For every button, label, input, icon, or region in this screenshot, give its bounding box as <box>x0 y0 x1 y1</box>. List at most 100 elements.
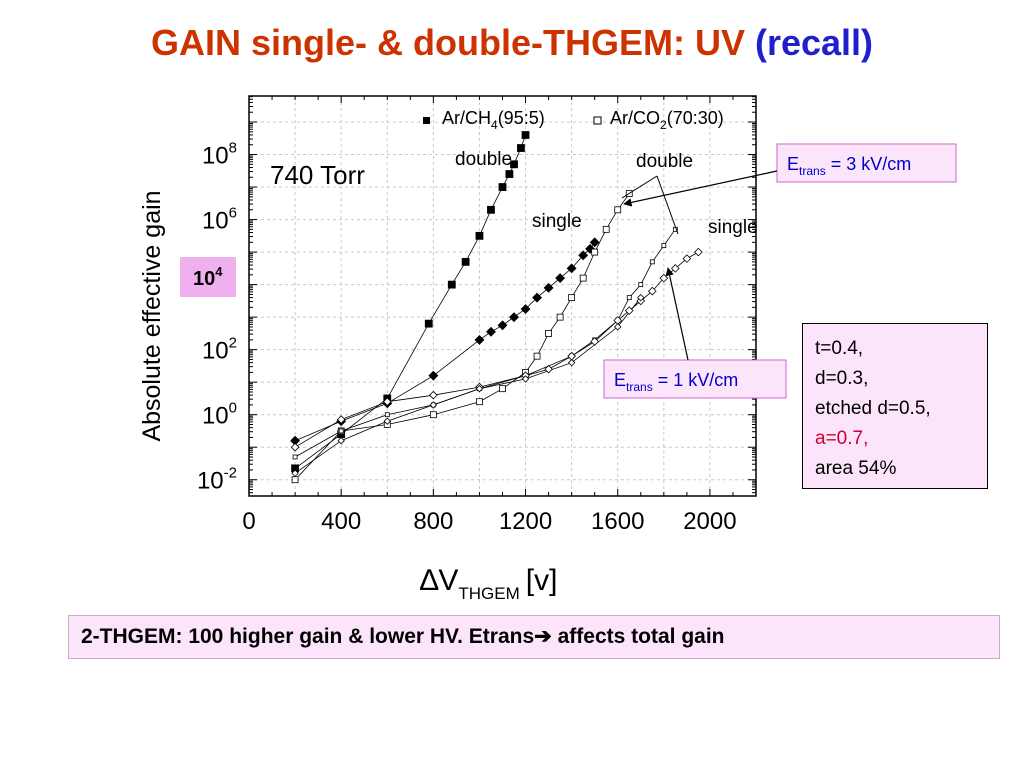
point-co2_single_e3 <box>544 364 553 374</box>
point-co2_single_e3 <box>590 337 599 346</box>
conclusion-banner: 2-THGEM: 100 higher gain & lower HV. Etr… <box>68 615 1000 659</box>
conclusion-arrow-icon: ➔ <box>534 625 552 648</box>
point-co2_single_e1 <box>475 384 484 393</box>
callout-etrans-1-text: Etrans = 1 kV/cm <box>614 370 738 394</box>
legend-label-ch4: Ar/CH4(95:5) <box>442 108 545 132</box>
point-co2_double_e3 <box>545 329 552 337</box>
highlight-tick-box <box>180 257 236 297</box>
tick-labels: 0 400 800 1200 1600 2000 108 106 102 100 10-2 <box>197 140 737 535</box>
pressure-annotation: 740 Torr <box>270 160 365 190</box>
geometry-info-box: t=0.4, d=0.3, etched d=0.5, a=0.7, area … <box>802 323 988 489</box>
legend-label-co2: Ar/CO2(70:30) <box>610 108 724 132</box>
x-label-sub: THGEM <box>458 584 519 603</box>
point-co2_single_e1 <box>614 323 622 331</box>
info-line-area: area 54% <box>815 458 897 479</box>
point-ch4_double <box>521 131 530 139</box>
info-line-pitch: a=0.7, <box>815 428 869 449</box>
plot-frame <box>248 95 757 497</box>
callout-etrans-3-text: Etrans = 3 kV/cm <box>787 154 911 178</box>
point-co2_single_e3 <box>336 415 346 424</box>
point-co2_single_e3 <box>567 351 576 361</box>
point-co2_double_e3 <box>291 476 299 484</box>
conclusion-text: 2-THGEM: 100 higher gain & lower HV. Etr… <box>81 625 535 648</box>
point-ch4_single <box>497 320 508 331</box>
y-tick-label: 10-2 <box>197 465 237 495</box>
series-line-co2_double_e3 <box>294 193 630 480</box>
slide-title: GAIN single- & double-THGEM: UV (recall) <box>0 22 1024 64</box>
arrow-etrans-3 <box>623 170 778 207</box>
point-ch4_single <box>578 250 589 261</box>
conclusion-end: affects total gain <box>557 625 725 648</box>
arrow-etrans-1 <box>665 267 689 361</box>
point-co2_single_e1 <box>383 417 391 425</box>
point-ch4_single <box>474 334 485 345</box>
series-line-ch4_single <box>294 242 596 442</box>
point-ch4_double <box>447 280 456 289</box>
point-ch4_double <box>487 205 495 214</box>
point-co2_double_e1 <box>338 428 344 434</box>
point-co2_single_e1 <box>291 469 299 477</box>
point-ch4_single <box>486 326 496 337</box>
point-co2_double_e1 <box>626 295 632 301</box>
info-line-etched: etched d=0.5, <box>815 398 931 419</box>
point-co2_double_e3 <box>579 274 587 282</box>
point-co2_double_e1 <box>638 282 644 288</box>
x-tick-label: 800 <box>413 508 453 535</box>
point-ch4_double <box>505 170 514 178</box>
y-tick-label: 106 <box>202 205 237 235</box>
title-recall: (recall) <box>754 22 874 63</box>
point-ch4_double <box>461 257 470 266</box>
point-co2_double_e3 <box>499 385 506 393</box>
point-co2_single_e1 <box>637 293 645 302</box>
point-co2_single_e1 <box>521 375 530 383</box>
point-co2_double_e1 <box>292 454 298 460</box>
point-co2_double_e3 <box>602 225 610 233</box>
pointer-co2-double-b <box>656 175 679 235</box>
point-co2_single_e1 <box>567 358 576 367</box>
point-ch4_single <box>509 312 519 323</box>
x-tick-label: 0 <box>242 508 255 535</box>
point-co2_single_e3 <box>624 306 634 315</box>
info-line-thickness: t=0.4, <box>815 338 864 359</box>
point-co2_double_e3 <box>476 398 483 406</box>
point-co2_double_e3 <box>556 313 564 321</box>
x-label-main: V <box>438 564 458 597</box>
x-label-delta: ∆ <box>420 564 439 597</box>
x-tick-label: 1200 <box>499 508 552 535</box>
y-tick-label: 102 <box>202 335 237 365</box>
grid-lines <box>249 96 756 496</box>
label-co2-single: single <box>708 217 758 238</box>
label-ch4-single: single <box>532 211 582 232</box>
point-co2_single_e3 <box>429 390 438 400</box>
legend-marker-ch4 <box>423 117 430 124</box>
point-ch4_single <box>555 273 566 284</box>
point-co2_double_e1 <box>649 259 655 265</box>
x-axis-label: ∆VTHGEM [v] <box>420 564 557 603</box>
point-ch4_double <box>424 319 433 328</box>
point-co2_double_e1 <box>661 243 667 248</box>
pointer-co2-double-a <box>621 175 658 199</box>
series-line-co2_double_e1 <box>294 229 676 458</box>
point-co2_double_e3 <box>614 206 622 214</box>
point-co2_single_e3 <box>290 442 300 452</box>
legend-marker-co2 <box>593 116 602 125</box>
point-ch4_double <box>517 144 525 152</box>
point-ch4_single <box>589 237 600 248</box>
x-tick-label: 400 <box>321 508 361 535</box>
point-co2_single_e3 <box>382 397 392 407</box>
point-ch4_double <box>510 160 518 169</box>
callout-etrans-3 <box>776 143 957 183</box>
point-co2_single_e3 <box>682 254 692 263</box>
point-ch4_single <box>543 282 554 293</box>
info-line-diameter: d=0.3, <box>815 368 869 389</box>
point-ch4_single <box>566 263 577 274</box>
legend: Ar/CH4(95:5) Ar/CO2(70:30) <box>423 108 724 132</box>
label-co2-double: double <box>636 151 693 172</box>
x-tick-label: 2000 <box>683 508 736 535</box>
title-main: GAIN single- & double-THGEM: UV <box>150 22 745 63</box>
x-label-unit: [v] <box>526 564 558 597</box>
callout-etrans-1 <box>603 359 787 399</box>
y-tick-label: 108 <box>202 140 237 170</box>
y-axis-label: Absolute effective gain <box>138 190 166 441</box>
